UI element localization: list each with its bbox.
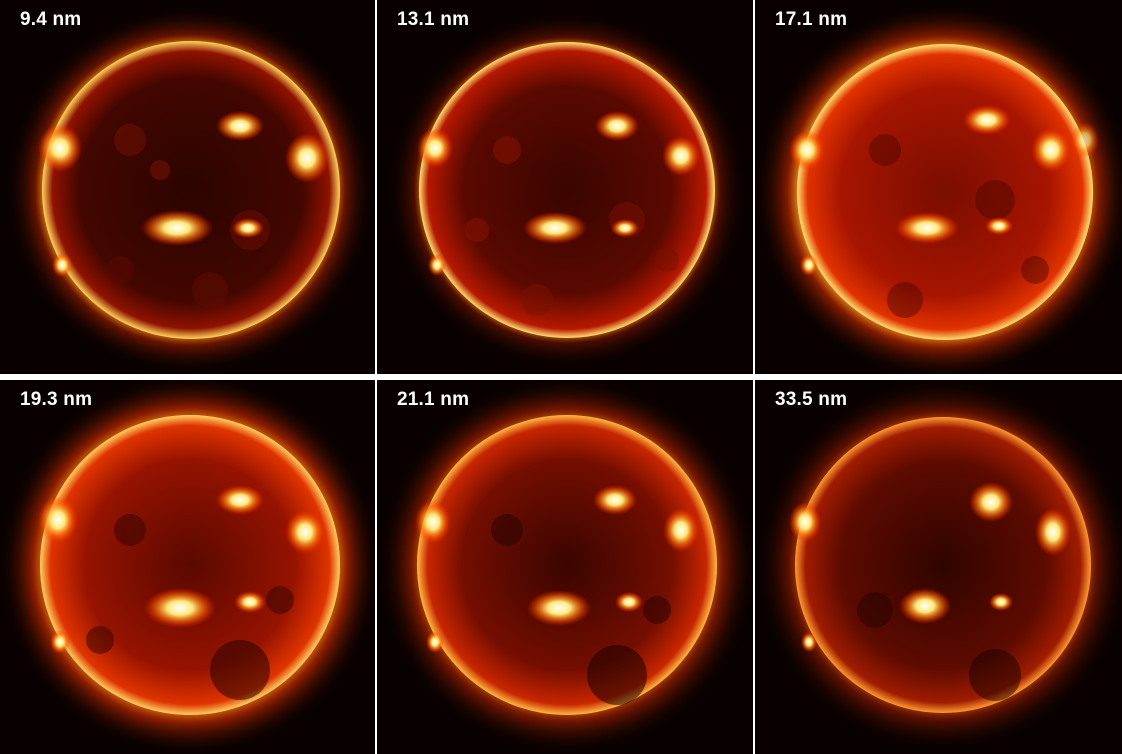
sun-image-1	[5, 5, 375, 374]
sun-panel-3: 17.1 nm	[755, 0, 1122, 374]
sun-image-6	[755, 380, 1122, 753]
sun-image-4	[0, 380, 375, 754]
sun-panel-1: 9.4 nm	[0, 0, 375, 374]
wavelength-label: 17.1 nm	[775, 9, 848, 30]
sun-panel-4: 19.3 nm	[0, 380, 375, 754]
sun-image-2	[387, 10, 747, 370]
wavelength-label: 21.1 nm	[397, 389, 470, 410]
wavelength-label: 33.5 nm	[775, 389, 848, 410]
wavelength-label: 9.4 nm	[20, 9, 82, 30]
wavelength-label: 19.3 nm	[20, 389, 93, 410]
sun-panel-2: 13.1 nm	[377, 0, 753, 374]
sun-panel-6: 33.5 nm	[755, 380, 1122, 754]
sun-image-3	[755, 2, 1122, 374]
wavelength-label: 13.1 nm	[397, 9, 470, 30]
sun-panel-5: 21.1 nm	[377, 380, 753, 754]
sun-image-5	[377, 380, 753, 754]
